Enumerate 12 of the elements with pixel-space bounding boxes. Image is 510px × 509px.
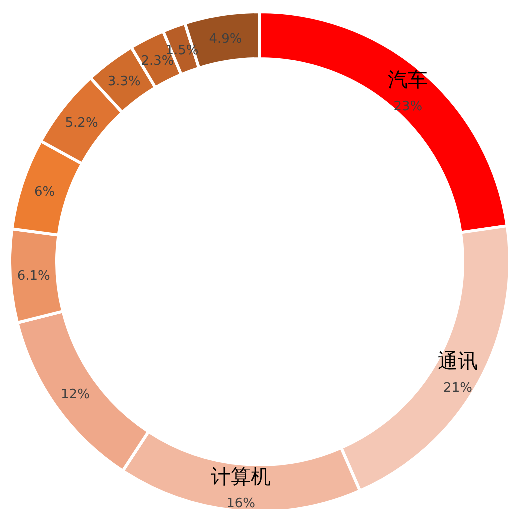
data-label: 12% xyxy=(61,387,90,402)
data-label: 6% xyxy=(34,185,56,200)
data-label: 23% xyxy=(394,100,423,115)
data-label: 5.2% xyxy=(65,116,98,132)
data-label: 3.3% xyxy=(108,74,141,90)
data-label: 21% xyxy=(444,380,472,396)
slice-label: 汽车 xyxy=(388,68,428,92)
data-label: 6.1% xyxy=(17,268,50,284)
slice-label: 通讯 xyxy=(438,348,478,373)
data-label: 4.9% xyxy=(209,32,242,48)
slice-label: 计算机 xyxy=(211,464,272,489)
data-label: 16% xyxy=(226,496,256,509)
